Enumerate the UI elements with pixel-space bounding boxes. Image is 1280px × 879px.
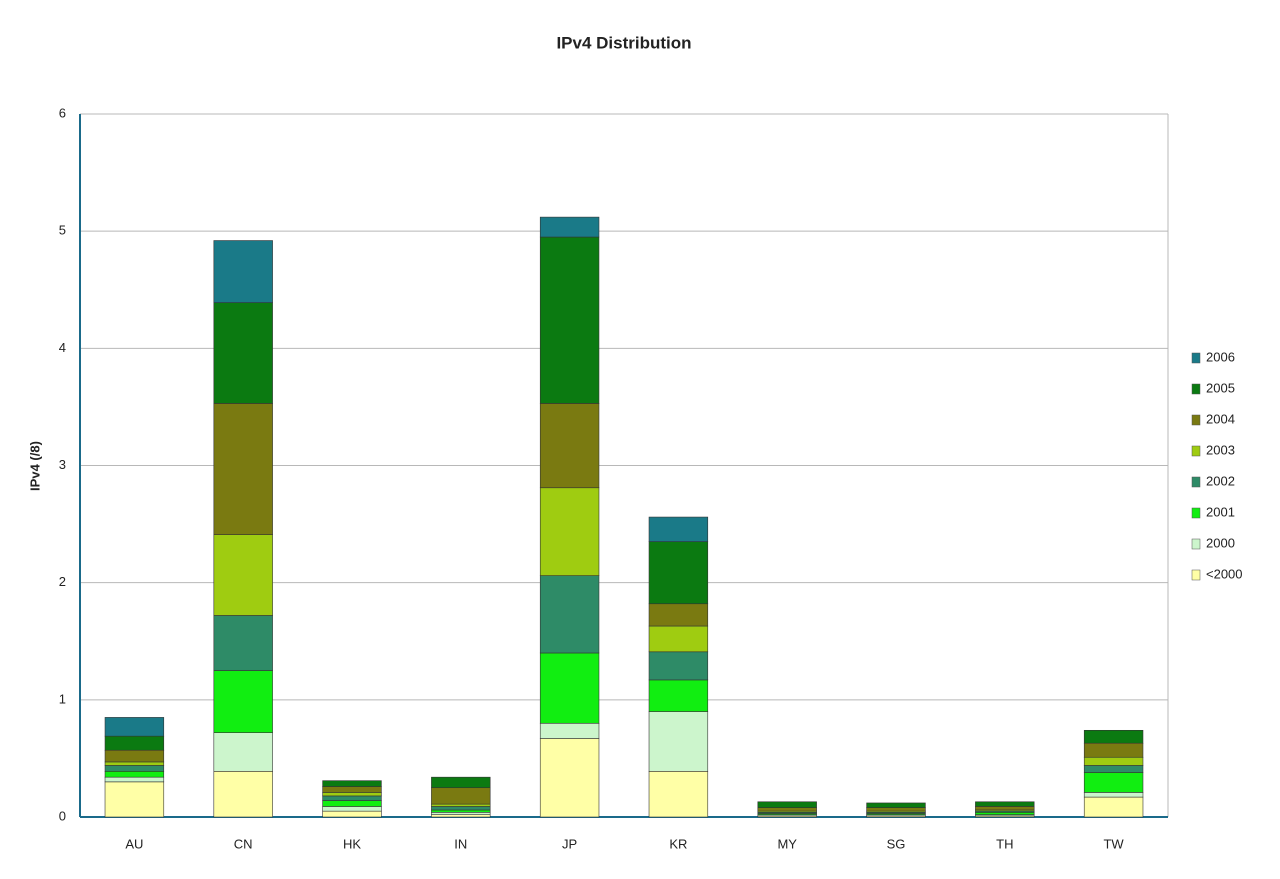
x-tick-label: KR — [669, 836, 687, 851]
bar-segment — [322, 786, 382, 793]
bar-segment — [431, 814, 491, 818]
legend-swatch — [1191, 414, 1201, 426]
bar-segment — [648, 651, 709, 681]
x-tick-label: IN — [454, 836, 467, 851]
legend-swatch — [1191, 383, 1201, 395]
bar-segment — [648, 711, 709, 772]
bar-segment — [539, 575, 600, 654]
y-tick-label: 4 — [59, 340, 66, 355]
bar-segment — [1083, 742, 1144, 758]
bar-segment — [539, 216, 600, 238]
legend-swatch — [1191, 538, 1201, 550]
bar-segment — [322, 780, 382, 787]
bar-segment — [1083, 765, 1144, 773]
bar-segment — [213, 302, 273, 404]
bar-segment — [431, 776, 491, 789]
x-tick-label: CN — [234, 836, 253, 851]
bar-segment — [322, 792, 382, 797]
legend-label: <2000 — [1206, 566, 1243, 581]
legend-swatch — [1191, 445, 1201, 457]
bar-segment — [539, 738, 600, 818]
bar-segment — [104, 776, 165, 783]
bar-segment — [1083, 729, 1144, 744]
bar-segment — [104, 771, 165, 778]
legend-label: 2004 — [1206, 411, 1235, 426]
bar-segment — [648, 603, 709, 627]
bar-segment — [648, 679, 709, 712]
chart-title: IPv4 Distribution — [556, 33, 691, 52]
x-tick-label: AU — [125, 836, 143, 851]
bar-segment — [104, 717, 165, 737]
bar-segment — [213, 534, 273, 616]
y-tick-label: 5 — [59, 223, 66, 238]
bar-segment — [1083, 756, 1144, 766]
y-tick-label: 3 — [59, 457, 66, 472]
y-tick-label: 2 — [59, 574, 66, 589]
bar-segment — [539, 487, 600, 576]
legend-label: 2002 — [1206, 473, 1235, 488]
legend-label: 2006 — [1206, 349, 1235, 364]
legend-swatch — [1191, 569, 1201, 581]
bar-segment — [104, 765, 165, 772]
legend-label: 2001 — [1206, 504, 1235, 519]
bar-segment — [1083, 796, 1144, 818]
bar-segment — [213, 670, 273, 733]
bar-segment — [539, 236, 600, 404]
bar-segment — [539, 652, 600, 724]
legend-swatch — [1191, 476, 1201, 488]
bar-segment — [757, 801, 817, 808]
bar-segment — [213, 403, 273, 535]
x-tick-label: TH — [996, 836, 1013, 851]
bar-segment — [322, 795, 382, 801]
bar-segment — [648, 516, 709, 542]
y-tick-label: 0 — [59, 808, 66, 823]
y-tick-label: 6 — [59, 105, 66, 120]
bar-segment — [648, 771, 709, 818]
bar-segment — [539, 722, 600, 739]
bar-segment — [213, 732, 273, 772]
bar-segment — [431, 787, 491, 805]
y-tick-label: 1 — [59, 691, 66, 706]
bar-segment — [431, 812, 491, 815]
bar-segment — [213, 240, 273, 303]
x-tick-label: TW — [1103, 836, 1124, 851]
x-tick-label: JP — [562, 836, 577, 851]
bar-segment — [757, 807, 817, 812]
bar-segment — [104, 735, 165, 751]
bar-segment — [431, 806, 491, 811]
bar-segment — [104, 761, 165, 766]
bar-segment — [539, 403, 600, 489]
legend-label: 2000 — [1206, 535, 1235, 550]
legend-label: 2003 — [1206, 442, 1235, 457]
bar-segment — [975, 801, 1035, 807]
bar-segment — [104, 781, 165, 818]
bar-segment — [213, 771, 273, 818]
bar-segment — [975, 806, 1035, 811]
bar-segment — [213, 615, 273, 671]
x-tick-label: HK — [343, 836, 361, 851]
legend-swatch — [1191, 507, 1201, 519]
bar-segment — [431, 803, 491, 807]
bar-segment — [866, 807, 926, 812]
bar-segment — [322, 800, 382, 807]
bar-segment — [104, 749, 165, 763]
bar-segment — [431, 809, 491, 813]
bar-segment — [975, 812, 1035, 815]
bar-segment — [322, 810, 382, 818]
legend-swatch — [1191, 352, 1201, 364]
x-tick-label: SG — [887, 836, 906, 851]
y-axis-label: IPv4 (/8) — [27, 441, 42, 491]
bar-segment — [1083, 772, 1144, 793]
bar-segment — [866, 802, 926, 808]
bar-segment — [648, 625, 709, 653]
bar-segment — [1083, 792, 1144, 798]
bar-segment — [322, 806, 382, 812]
bar-segment — [648, 541, 709, 605]
legend-label: 2005 — [1206, 380, 1235, 395]
x-tick-label: MY — [777, 836, 797, 851]
